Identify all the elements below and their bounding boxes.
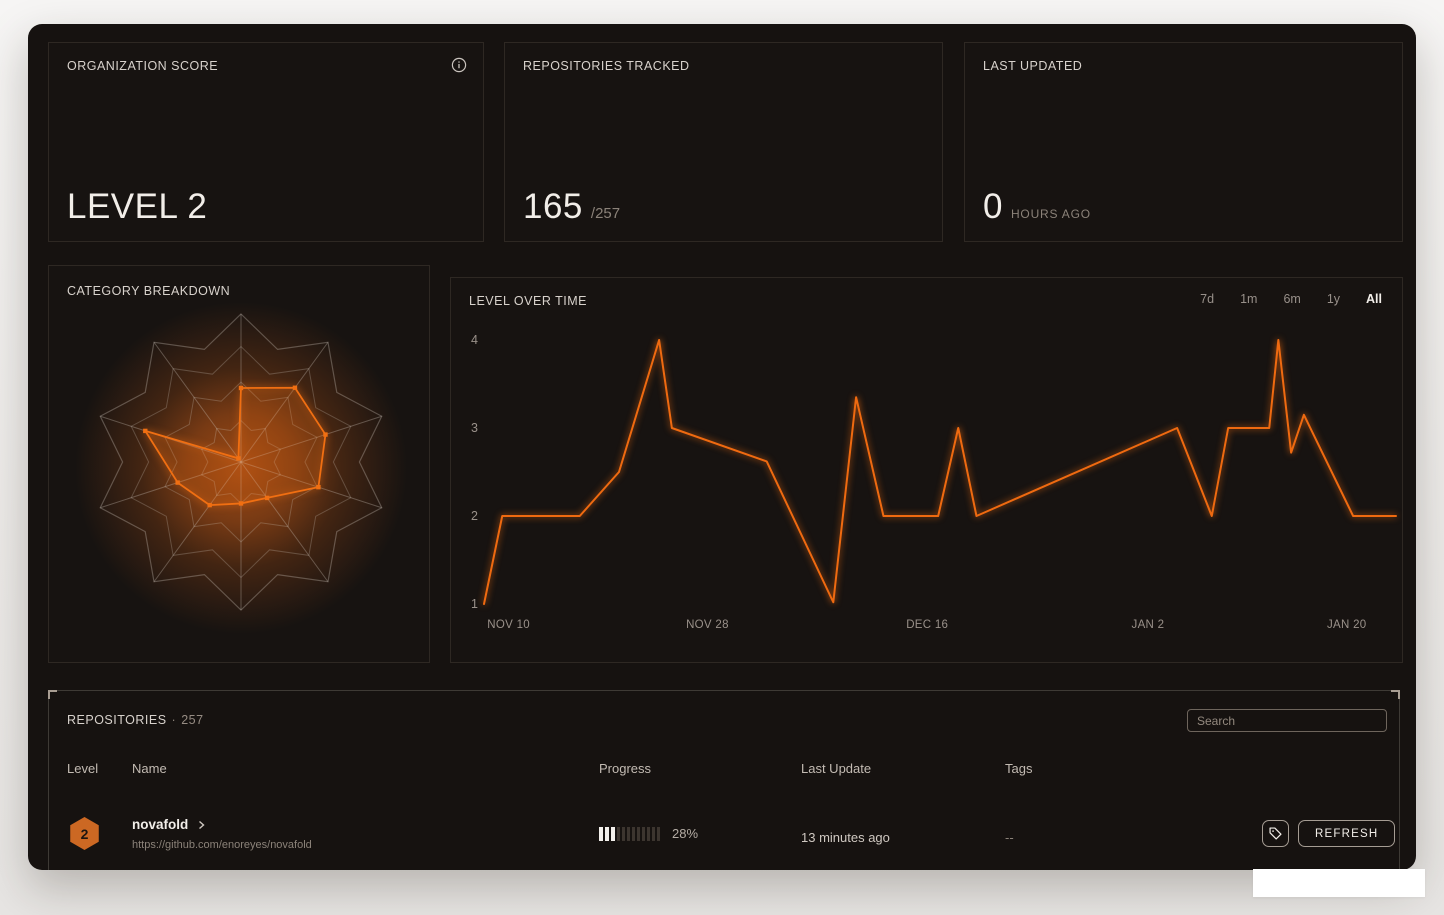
last-updated-value: 0 bbox=[983, 187, 1003, 226]
organization-score-title: ORGANIZATION SCORE bbox=[67, 59, 219, 73]
progress-segment bbox=[622, 826, 625, 841]
last-update-cell: 13 minutes ago bbox=[801, 830, 890, 845]
progress-segment bbox=[617, 826, 620, 841]
range-button-all[interactable]: All bbox=[1366, 292, 1382, 306]
title-separator: · bbox=[171, 713, 177, 727]
level-line-chart: 1 2 3 4 NOV 10 NOV 28 DEC 16 JAN 2 JAN 20 bbox=[471, 333, 1397, 631]
category-breakdown-panel: CATEGORY BREAKDOWN bbox=[48, 265, 430, 663]
tag-button[interactable] bbox=[1262, 820, 1289, 847]
x-tick-label: JAN 2 bbox=[1132, 619, 1165, 631]
level-over-time-title: LEVEL OVER TIME bbox=[469, 294, 587, 308]
info-icon[interactable] bbox=[451, 57, 467, 73]
repositories-count: 257 bbox=[181, 713, 204, 727]
organization-score-card: ORGANIZATION SCORE LEVEL 2 bbox=[48, 42, 484, 242]
corner-bracket bbox=[1391, 690, 1400, 699]
progress-bar bbox=[599, 826, 660, 841]
progress-segment bbox=[599, 826, 603, 841]
x-tick-label: NOV 28 bbox=[686, 619, 729, 631]
level-over-time-panel: LEVEL OVER TIME 7d 1m 6m 1y All 1 2 3 4 NOV 10 NO… bbox=[450, 277, 1403, 663]
app-window: ORGANIZATION SCORE LEVEL 2 REPOSITORIES … bbox=[28, 24, 1416, 870]
progress-segment bbox=[657, 826, 660, 841]
repositories-tracked-total: /257 bbox=[590, 205, 621, 222]
repositories-tracked-card: REPOSITORIES TRACKED 165 /257 bbox=[504, 42, 943, 242]
progress-segment bbox=[611, 826, 615, 841]
progress-segment bbox=[605, 826, 609, 841]
repo-name-link[interactable]: novafold bbox=[132, 817, 206, 832]
bottom-right-artifact bbox=[1253, 869, 1425, 897]
y-tick-label: 4 bbox=[471, 333, 478, 347]
repositories-tracked-value: 165 bbox=[523, 187, 583, 226]
organization-score-value: LEVEL 2 bbox=[67, 187, 208, 226]
range-button-7d[interactable]: 7d bbox=[1200, 292, 1215, 306]
last-updated-card: LAST UPDATED 0 HOURS AGO bbox=[964, 42, 1403, 242]
column-header-tags: Tags bbox=[1005, 761, 1033, 776]
tags-cell: -- bbox=[1005, 830, 1014, 845]
column-header-progress: Progress bbox=[599, 761, 652, 776]
progress-segment bbox=[642, 826, 645, 841]
y-tick-label: 1 bbox=[471, 597, 478, 611]
progress-segment bbox=[632, 826, 635, 841]
column-header-last-update: Last Update bbox=[801, 761, 872, 776]
refresh-button[interactable]: REFRESH bbox=[1298, 820, 1396, 847]
tag-icon bbox=[1269, 827, 1282, 840]
progress-segment bbox=[627, 826, 630, 841]
y-tick-label: 2 bbox=[471, 509, 478, 523]
search-input[interactable] bbox=[1187, 709, 1387, 732]
row-actions: REFRESH bbox=[1262, 820, 1396, 847]
corner-bracket bbox=[48, 690, 57, 699]
progress-segment bbox=[637, 826, 640, 841]
repositories-title: REPOSITORIES · 257 bbox=[67, 713, 204, 727]
repositories-panel: REPOSITORIES·257 Level Name Progress Las… bbox=[48, 690, 1400, 870]
last-updated-title: LAST UPDATED bbox=[983, 59, 1083, 73]
repositories-tracked-title: REPOSITORIES TRACKED bbox=[523, 59, 690, 73]
progress-segment bbox=[652, 826, 655, 841]
x-tick-label: DEC 16 bbox=[906, 619, 948, 631]
progress-indicator: 28% bbox=[599, 826, 698, 841]
level-badge: 2 bbox=[70, 817, 99, 850]
repo-url: https://github.com/enoreyes/novafold bbox=[132, 839, 312, 851]
category-breakdown-title: CATEGORY BREAKDOWN bbox=[67, 284, 231, 298]
progress-segment bbox=[647, 826, 650, 841]
column-header-name: Name bbox=[132, 761, 167, 776]
chevron-right-icon bbox=[199, 820, 205, 829]
progress-label: 28% bbox=[672, 826, 699, 841]
radar-chart bbox=[75, 302, 407, 634]
y-tick-label: 3 bbox=[471, 421, 478, 435]
x-tick-label: JAN 20 bbox=[1327, 619, 1367, 631]
range-button-6m[interactable]: 6m bbox=[1283, 292, 1301, 306]
time-range-selector: 7d 1m 6m 1y All bbox=[1200, 292, 1382, 306]
column-header-level: Level bbox=[67, 761, 99, 776]
range-button-1m[interactable]: 1m bbox=[1240, 292, 1258, 306]
x-tick-label: NOV 10 bbox=[487, 619, 530, 631]
last-updated-unit: HOURS AGO bbox=[1010, 207, 1091, 221]
range-button-1y[interactable]: 1y bbox=[1326, 292, 1341, 306]
